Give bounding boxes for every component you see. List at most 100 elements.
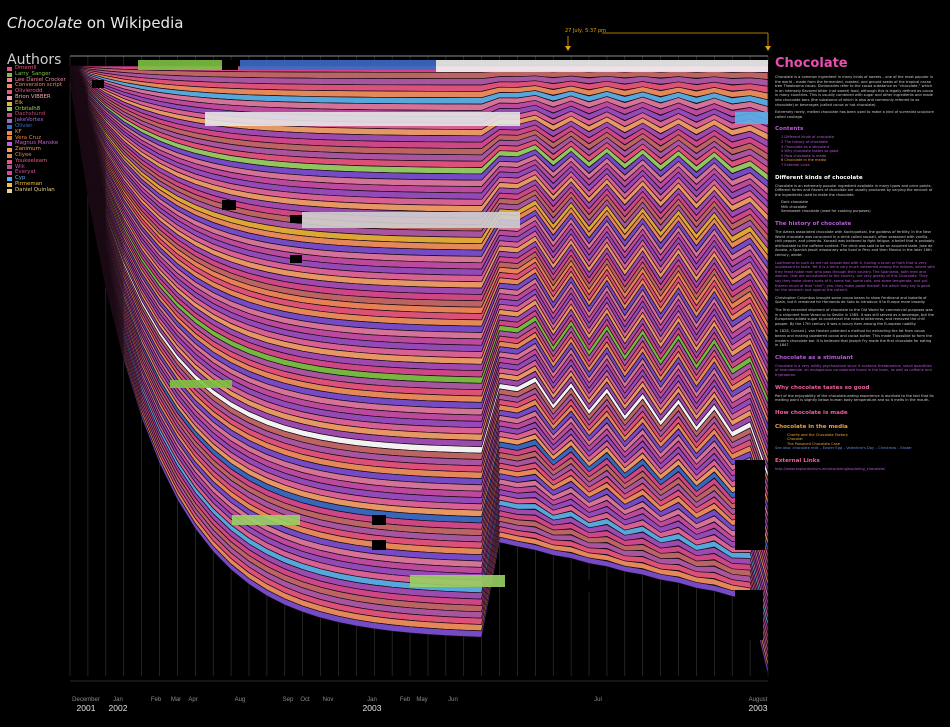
legend-item: Youkeeleam: [7, 158, 66, 165]
legend-label: Zanimum: [15, 146, 41, 153]
list-item[interactable]: 1 Different kinds of chocolate: [781, 135, 835, 140]
list-item: Milk chocolate: [781, 204, 807, 209]
highlight-strip: [410, 575, 505, 587]
list-item[interactable]: 3 Chocolate as a stimulant: [781, 144, 830, 149]
legend-item: Zanimum: [7, 146, 66, 153]
legend-swatch: [7, 66, 12, 71]
gap-block: [222, 200, 236, 210]
list-item: Charlie and the Chocolate Factory: [787, 432, 849, 437]
legend-item: Eik: [7, 99, 66, 107]
external-links-heading: External Links: [775, 458, 820, 465]
legend-label: Eik: [15, 99, 24, 106]
x-tick-year: 2001: [77, 703, 96, 713]
legend-label: Cyp: [15, 175, 26, 182]
revision-marker: [565, 32, 771, 51]
history-paragraph-3: Christopher Columbus brought some cocoa …: [775, 295, 927, 305]
highlight-strip: [735, 112, 768, 124]
author-band: [69, 79, 769, 676]
list-item[interactable]: 2 The history of chocolate: [781, 139, 828, 144]
legend-item: KF: [7, 128, 66, 136]
legend-item: Olivierodd: [7, 88, 66, 95]
x-tick-year: 2003: [363, 703, 382, 713]
legend-label: Everyat: [15, 169, 36, 176]
legend-item: Olivier: [7, 123, 66, 130]
gap-block: [290, 255, 302, 263]
legend-label: Cliyee: [15, 151, 32, 158]
external-link[interactable]: http://www.exploratorium.edu/exploring/e…: [775, 467, 886, 472]
highlight-strip: [205, 112, 520, 126]
highlight-strip: [302, 212, 520, 228]
legend-label: JakeVortex: [15, 117, 44, 124]
revision-marker-label: 27 July, 5:37 pm: [565, 28, 606, 34]
x-tick-label: December: [72, 697, 100, 703]
legend-item: Conversion script: [7, 83, 66, 89]
see-also: See also: chocolate milk – Easter Egg – …: [775, 446, 912, 451]
legend-swatch: [7, 142, 12, 147]
legend-item: Wik: [7, 163, 66, 171]
x-tick-label: Feb: [151, 697, 162, 703]
gap-block: [222, 60, 238, 70]
article-title: Chocolate: [775, 56, 848, 71]
marker-arrow: [565, 46, 571, 51]
legend-label: Daniel Quinlan: [15, 186, 55, 193]
legend-label: Larry_Sanger: [15, 70, 51, 77]
authors-legend-heading: Authors: [7, 52, 62, 68]
list-item[interactable]: 6 Chocolate in the media: [781, 158, 827, 163]
legend-item: Pirmeman: [7, 180, 66, 188]
x-tick-label: Jul: [594, 697, 602, 703]
legend-label: Olivierodd: [15, 88, 43, 95]
legend-swatch: [7, 177, 12, 182]
article-intro: Chocolate is a common ingredient in many…: [775, 75, 934, 107]
list-item[interactable]: 5 How chocolate is made: [781, 153, 827, 158]
authors-legend: Dmerrill Larry_Sanger Lee Daniel Crocker Co…: [7, 65, 66, 194]
legend-item: Lee Daniel Crocker: [7, 76, 66, 84]
legend-item: Daniel Quinlan: [7, 186, 66, 194]
legend-swatch: [7, 78, 12, 83]
legend-label: Lee Daniel Crocker: [15, 76, 66, 83]
list-item: The Poisoned Chocolate Case: [787, 441, 840, 446]
legend-item: Brion VIBBER: [7, 93, 66, 101]
legend-label: Conversion script: [15, 82, 62, 89]
legend-swatch: [7, 182, 12, 187]
list-item: Semisweet chocolate (used for cooking pu…: [781, 209, 871, 214]
legend-item: Orbitalh8: [7, 105, 66, 113]
x-tick-label: Apr: [188, 697, 197, 703]
list-item: Chocolat: [787, 437, 803, 442]
kinds-heading: Different kinds of chocolate: [775, 174, 863, 181]
legend-item: Vera Cruz: [7, 134, 66, 142]
kinds-text: Chocolate is an extremely popular ingred…: [775, 183, 933, 197]
legend-label: Brion VIBBER: [15, 93, 51, 100]
x-tick-label: Sep: [283, 697, 294, 703]
legend-label: Vera Cruz: [15, 134, 42, 141]
gap-block: [92, 80, 104, 88]
legend-swatch: [7, 119, 12, 124]
tastes-text: Part of the enjoyability of the chocolat…: [775, 393, 934, 403]
gap-block: [372, 515, 386, 525]
list-item[interactable]: 4 Why chocolate tastes so good: [781, 149, 839, 154]
x-tick-year: 2002: [109, 703, 128, 713]
media-list: Charlie and the Chocolate Factory Chocola…: [775, 433, 935, 447]
legend-swatch: [7, 136, 12, 141]
legend-label: Dmerrill: [15, 65, 37, 71]
legend-swatch: [7, 124, 12, 129]
x-tick-label: Feb: [400, 697, 411, 703]
tastes-heading: Why chocolate tastes so good: [775, 384, 870, 391]
made-heading: How chocolate is made: [775, 409, 848, 416]
legend-swatch: [7, 148, 12, 153]
legend-label: Pirmeman: [15, 180, 43, 187]
gap-block: [372, 540, 386, 550]
legend-label: KF: [15, 128, 22, 135]
highlight-strip: [232, 515, 300, 525]
x-tick-label: Nov: [323, 697, 334, 703]
gap-block: [290, 215, 302, 223]
legend-item: Dmerrill: [7, 65, 66, 72]
legend-swatch: [7, 113, 12, 118]
legend-label: Orbitalh8: [15, 105, 41, 112]
list-item[interactable]: 7 External Links: [781, 162, 810, 167]
legend-item: Magnus Manske: [7, 141, 66, 147]
legend-label: Wik: [15, 163, 25, 170]
legend-swatch: [7, 101, 12, 106]
marker-arrow: [765, 46, 771, 51]
